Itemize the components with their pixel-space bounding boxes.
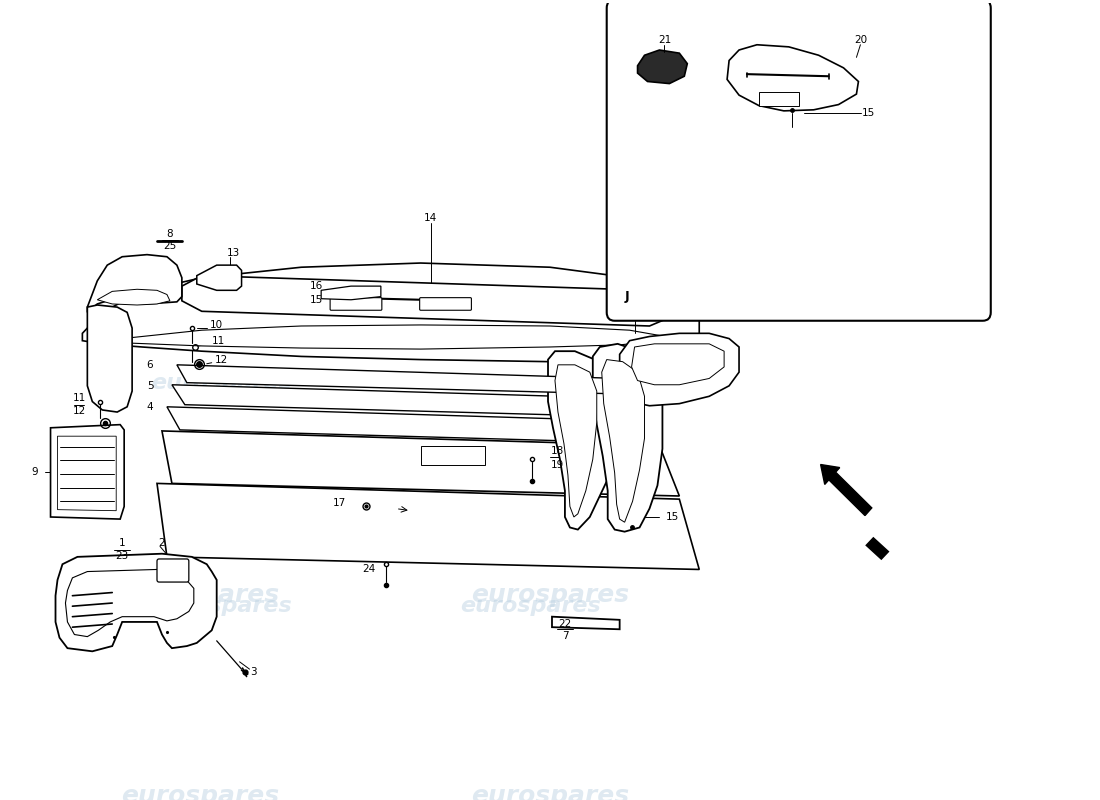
- Text: 5: 5: [146, 381, 153, 391]
- Polygon shape: [556, 365, 597, 517]
- Text: 12: 12: [73, 406, 86, 416]
- Text: 9: 9: [31, 467, 37, 477]
- Text: 24: 24: [362, 565, 375, 574]
- Polygon shape: [619, 334, 739, 406]
- Text: eurospares: eurospares: [121, 582, 278, 606]
- Text: 13: 13: [227, 247, 240, 258]
- Polygon shape: [593, 344, 662, 532]
- Text: 22: 22: [559, 619, 572, 629]
- Polygon shape: [66, 570, 194, 637]
- Text: 15: 15: [309, 294, 322, 305]
- Polygon shape: [55, 554, 217, 651]
- Text: 17: 17: [332, 498, 345, 508]
- FancyBboxPatch shape: [157, 559, 189, 582]
- Polygon shape: [122, 325, 659, 349]
- FancyBboxPatch shape: [420, 298, 472, 310]
- FancyBboxPatch shape: [607, 0, 991, 321]
- Text: eurospares: eurospares: [471, 784, 629, 800]
- Polygon shape: [867, 538, 889, 559]
- Polygon shape: [97, 290, 169, 305]
- Polygon shape: [167, 406, 659, 443]
- Text: 10: 10: [210, 320, 223, 330]
- Polygon shape: [172, 385, 645, 418]
- Text: eurospares: eurospares: [121, 784, 278, 800]
- FancyArrow shape: [821, 465, 872, 515]
- Polygon shape: [727, 45, 858, 111]
- Text: eurospares: eurospares: [471, 582, 629, 606]
- Text: 1: 1: [119, 538, 125, 548]
- Text: 2: 2: [158, 538, 165, 548]
- Polygon shape: [197, 265, 242, 290]
- Text: eurospares: eurospares: [460, 373, 601, 393]
- Polygon shape: [177, 365, 629, 394]
- Polygon shape: [87, 305, 132, 412]
- Text: 12: 12: [214, 354, 229, 365]
- Polygon shape: [552, 617, 619, 630]
- Text: 7: 7: [562, 630, 569, 641]
- Polygon shape: [87, 254, 182, 312]
- Text: 20: 20: [854, 34, 867, 45]
- Text: 21: 21: [658, 34, 671, 45]
- FancyBboxPatch shape: [330, 298, 382, 310]
- Text: 18: 18: [550, 446, 563, 456]
- Text: 8: 8: [166, 229, 173, 238]
- Text: 11: 11: [73, 394, 86, 403]
- Polygon shape: [82, 263, 700, 362]
- Text: 11: 11: [212, 336, 226, 346]
- Text: 16: 16: [309, 281, 322, 291]
- Text: 25: 25: [163, 242, 177, 251]
- Polygon shape: [744, 71, 759, 86]
- Text: eurospares: eurospares: [152, 596, 292, 616]
- Bar: [420, 446, 485, 465]
- Text: eurospares: eurospares: [460, 596, 601, 616]
- Polygon shape: [157, 483, 700, 570]
- Polygon shape: [602, 359, 645, 522]
- Polygon shape: [548, 351, 615, 530]
- Polygon shape: [638, 50, 688, 83]
- Text: 23: 23: [116, 551, 129, 561]
- Polygon shape: [51, 425, 124, 519]
- Text: 3: 3: [250, 667, 256, 678]
- Text: 4: 4: [146, 402, 153, 412]
- Text: 15: 15: [861, 108, 875, 118]
- Polygon shape: [162, 431, 680, 496]
- Text: 14: 14: [424, 213, 437, 223]
- Polygon shape: [321, 286, 381, 300]
- Text: 15: 15: [666, 512, 679, 522]
- Bar: [759, 92, 799, 106]
- Text: 6: 6: [146, 360, 153, 370]
- Text: eurospares: eurospares: [152, 373, 292, 393]
- Text: J: J: [625, 290, 629, 303]
- Polygon shape: [631, 344, 724, 385]
- Polygon shape: [182, 276, 670, 326]
- Text: 19: 19: [550, 459, 563, 470]
